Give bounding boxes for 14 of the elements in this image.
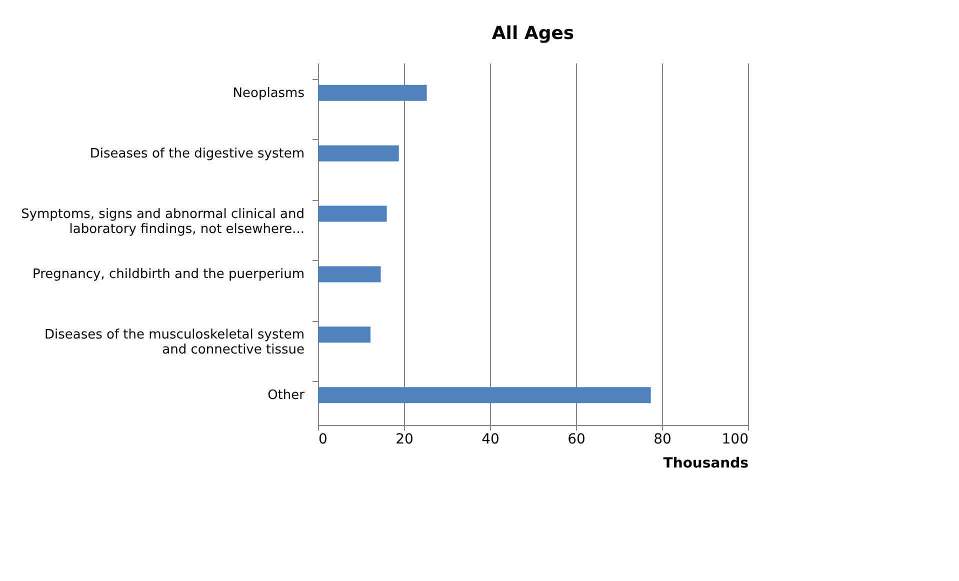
x-tick-label: 100 — [722, 432, 748, 448]
y-tick-label: Pregnancy, childbirth and the puerperium — [32, 267, 304, 282]
chart-title: All Ages — [492, 23, 574, 44]
x-tick-label: 20 — [396, 432, 414, 448]
y-tick-label: Other — [268, 388, 306, 404]
y-tick-label: Symptoms, signs and abnormal clinical and laboratory findings, not elsewhere... — [21, 206, 304, 237]
x-tick-label: 60 — [568, 432, 586, 448]
y-tick-label: Diseases of the digestive system — [90, 146, 304, 162]
x-axis-title: Thousands — [663, 456, 748, 472]
x-tick-label: 0 — [318, 432, 328, 448]
y-tick-label: Diseases of the musculoskeletal system and connective tissue — [44, 328, 304, 358]
x-tick-label: 40 — [482, 432, 500, 448]
y-tick-label: Neoplasms — [232, 86, 305, 101]
x-tick-label: 80 — [654, 432, 672, 448]
